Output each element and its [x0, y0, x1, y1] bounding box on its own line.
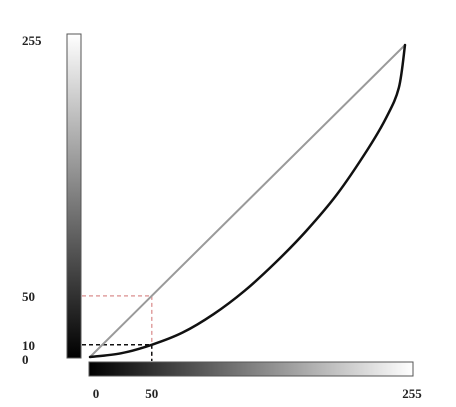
series-line-0 — [89, 44, 406, 358]
x-tick-label-0: 0 — [93, 386, 100, 401]
x-tick-label-1: 50 — [145, 386, 158, 401]
y-tick-label-3: 255 — [22, 33, 42, 48]
y-gradient-bar — [66, 33, 82, 359]
y-tick-label-0: 0 — [22, 352, 29, 367]
y-tick-label-2: 50 — [22, 289, 35, 304]
x-gradient-bar — [88, 361, 414, 377]
series-line-1 — [88, 43, 407, 359]
y-tick-label-1: 10 — [22, 338, 35, 353]
x-tick-label-2: 255 — [402, 386, 422, 401]
